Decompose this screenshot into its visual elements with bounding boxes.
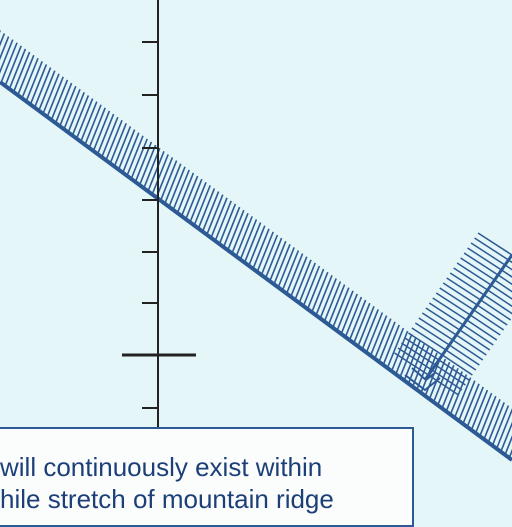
map-annotation-box: will continuously exist within hile stre…	[0, 427, 414, 527]
branch-hatch-mark	[498, 275, 512, 295]
ridge-hatch-marks	[0, 27, 512, 464]
ridge-hatch-mark	[501, 412, 512, 452]
ridge-edge-line	[0, 82, 512, 460]
annotation-line-1: will continuously exist within	[0, 451, 412, 483]
branch-ridge-line	[425, 255, 512, 380]
branch-ridge-hatch-marks	[394, 233, 512, 395]
axis-ticks	[142, 42, 158, 460]
annotation-line-2: hile stretch of mountain ridge	[0, 483, 412, 515]
